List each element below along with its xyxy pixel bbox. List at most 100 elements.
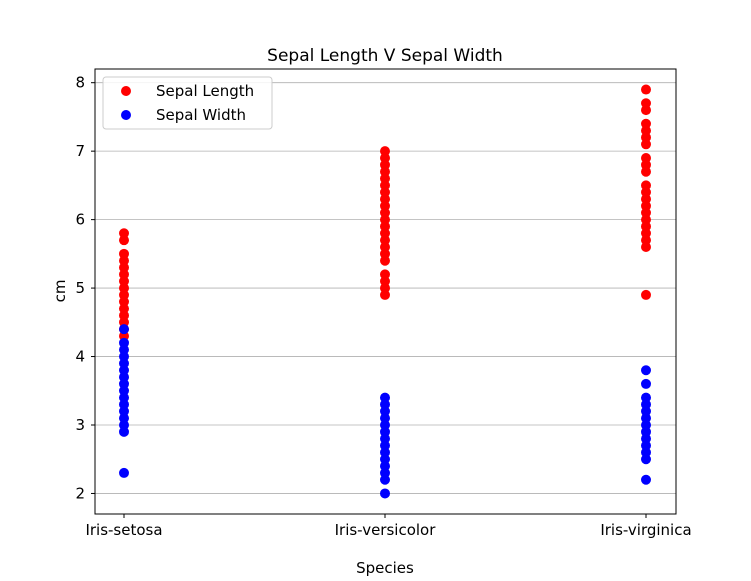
data-point-sepal-length bbox=[380, 248, 390, 259]
data-point-sepal-width bbox=[380, 440, 390, 451]
data-point-sepal-length bbox=[641, 153, 651, 163]
data-point-sepal-width bbox=[380, 447, 390, 458]
data-point-sepal-length bbox=[380, 173, 390, 184]
data-point-sepal-length bbox=[119, 303, 129, 314]
data-point-sepal-length bbox=[119, 296, 129, 307]
data-point-sepal-length bbox=[641, 132, 651, 143]
data-point-sepal-length bbox=[641, 221, 651, 232]
y-axis-label: cm bbox=[51, 280, 69, 303]
data-point-sepal-length bbox=[641, 187, 651, 198]
x-axis-label: Species bbox=[356, 559, 414, 577]
data-point-sepal-width bbox=[380, 399, 390, 410]
y-tick-label: 3 bbox=[75, 416, 85, 434]
data-point-sepal-width bbox=[119, 399, 129, 410]
data-point-sepal-length bbox=[380, 269, 390, 280]
data-point-sepal-length bbox=[119, 228, 129, 239]
data-point-sepal-width bbox=[119, 392, 129, 403]
data-point-sepal-length bbox=[641, 125, 651, 136]
x-axis-ticks: Iris-setosa Iris-versicolor Iris-virginica bbox=[85, 514, 692, 539]
data-point-sepal-length bbox=[119, 276, 129, 287]
data-point-sepal-length bbox=[641, 194, 651, 205]
data-point-sepal-length bbox=[641, 166, 651, 177]
y-tick-label: 5 bbox=[75, 279, 85, 297]
data-point-sepal-width bbox=[380, 488, 390, 499]
data-point-sepal-width bbox=[380, 467, 390, 478]
data-point-sepal-length bbox=[380, 187, 390, 198]
data-point-sepal-length bbox=[380, 289, 390, 300]
data-point-sepal-width bbox=[641, 392, 651, 403]
data-point-sepal-length bbox=[641, 200, 651, 211]
data-point-sepal-width bbox=[119, 344, 129, 355]
y-axis-ticks: 2 3 4 5 6 7 8 bbox=[75, 74, 95, 502]
data-point-sepal-width bbox=[380, 426, 390, 437]
data-point-sepal-width bbox=[119, 406, 129, 417]
data-point-sepal-width bbox=[119, 413, 129, 424]
data-point-sepal-width bbox=[641, 440, 651, 451]
data-point-sepal-width bbox=[641, 365, 651, 376]
data-point-sepal-width bbox=[641, 433, 651, 444]
legend-box bbox=[102, 76, 273, 130]
data-point-sepal-length bbox=[380, 159, 390, 170]
data-point-sepal-length bbox=[380, 276, 390, 287]
data-point-sepal-width bbox=[380, 406, 390, 417]
data-point-sepal-width bbox=[641, 474, 651, 485]
data-point-sepal-width bbox=[119, 385, 129, 396]
data-point-sepal-width bbox=[641, 399, 651, 410]
data-point-sepal-length bbox=[119, 235, 129, 246]
data-point-sepal-length bbox=[641, 242, 651, 252]
data-point-sepal-length bbox=[119, 269, 129, 280]
data-point-sepal-width bbox=[641, 378, 651, 389]
y-tick-label: 7 bbox=[75, 142, 85, 160]
data-point-sepal-length bbox=[119, 289, 129, 300]
data-point-sepal-length bbox=[119, 310, 129, 321]
y-tick-label: 2 bbox=[75, 484, 85, 502]
chart-title: Sepal Length V Sepal Width bbox=[267, 46, 503, 66]
x-tick-label: Iris-virginica bbox=[600, 521, 691, 539]
data-point-sepal-length bbox=[641, 289, 651, 300]
data-point-sepal-width bbox=[641, 420, 651, 430]
data-point-sepal-width bbox=[119, 365, 129, 376]
data-point-sepal-length bbox=[380, 242, 390, 252]
data-point-sepal-length bbox=[641, 118, 651, 129]
data-point-sepal-length bbox=[641, 139, 651, 150]
data-point-sepal-width bbox=[119, 420, 129, 430]
data-point-sepal-width bbox=[641, 406, 651, 417]
data-point-sepal-length bbox=[380, 153, 390, 163]
data-point-sepal-length bbox=[641, 159, 651, 170]
data-point-sepal-width bbox=[380, 413, 390, 424]
data-point-sepal-length bbox=[380, 146, 390, 157]
data-point-sepal-length bbox=[641, 180, 651, 191]
data-point-sepal-width bbox=[380, 420, 390, 430]
y-tick-label: 4 bbox=[75, 348, 85, 366]
data-point-sepal-width bbox=[380, 474, 390, 485]
data-point-sepal-length bbox=[119, 283, 129, 294]
data-point-sepal-length bbox=[641, 235, 651, 246]
data-point-sepal-length bbox=[380, 255, 390, 266]
data-point-sepal-length bbox=[380, 207, 390, 218]
y-tick-label: 6 bbox=[75, 211, 85, 229]
data-point-sepal-length bbox=[380, 166, 390, 177]
data-point-sepal-length bbox=[380, 235, 390, 246]
data-point-sepal-length bbox=[119, 317, 129, 328]
x-tick-label: Iris-versicolor bbox=[335, 521, 437, 539]
data-point-sepal-width bbox=[641, 447, 651, 458]
data-point-sepal-length bbox=[641, 228, 651, 239]
data-point-sepal-length bbox=[641, 214, 651, 225]
data-point-sepal-width bbox=[119, 351, 129, 362]
data-point-sepal-length bbox=[380, 180, 390, 191]
data-point-sepal-width bbox=[380, 433, 390, 444]
data-point-sepal-width bbox=[119, 358, 129, 369]
data-point-sepal-length bbox=[380, 200, 390, 211]
data-point-sepal-length bbox=[380, 214, 390, 225]
data-point-sepal-width bbox=[641, 413, 651, 424]
data-point-sepal-length bbox=[641, 98, 651, 109]
data-point-sepal-length bbox=[119, 248, 129, 259]
legend-label-sepal-width: Sepal Width bbox=[156, 106, 246, 124]
data-point-sepal-length bbox=[380, 228, 390, 239]
data-point-sepal-length bbox=[641, 105, 651, 116]
data-point-sepal-width bbox=[119, 467, 129, 478]
legend-marker-sepal-length bbox=[121, 86, 131, 96]
data-point-sepal-width bbox=[641, 454, 651, 465]
